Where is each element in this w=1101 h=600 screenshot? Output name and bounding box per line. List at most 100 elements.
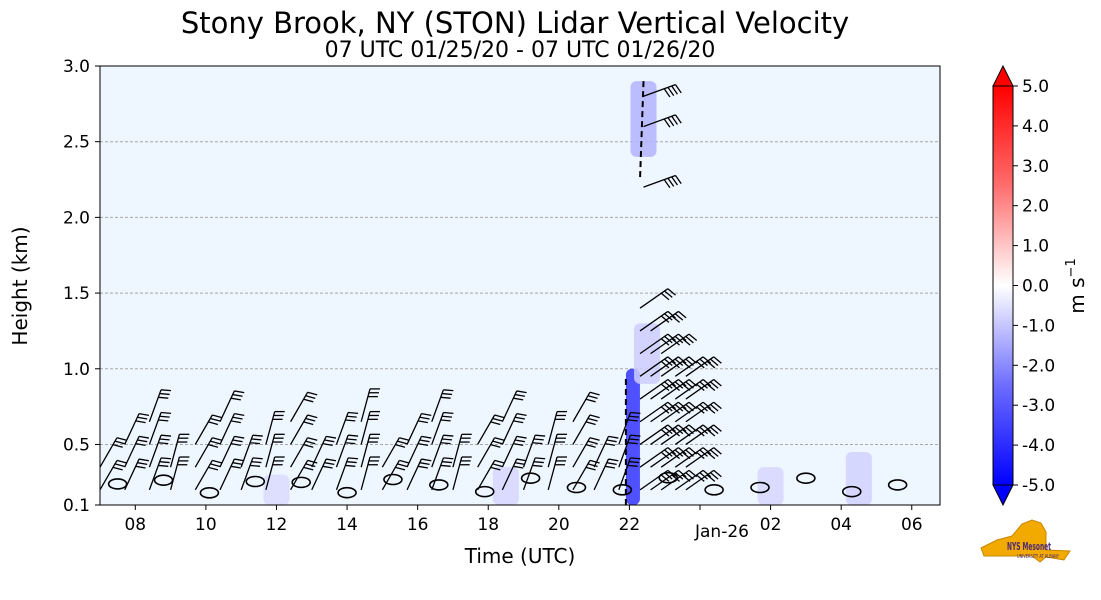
- wind-barb-flag: [322, 442, 333, 446]
- wind-barb-flag: [251, 438, 262, 441]
- wind-barb-flag: [348, 457, 359, 460]
- wind-barb-flag: [667, 310, 676, 319]
- wind-barb-flag: [232, 439, 243, 443]
- wind-barb-flag: [494, 437, 505, 441]
- wind-barb-flag: [667, 401, 676, 410]
- wind-barb-flag: [710, 472, 719, 480]
- wind-barb-staff: [124, 413, 140, 445]
- colorbar-tick-label: 5.0: [1022, 77, 1049, 97]
- wind-barb-flag: [660, 360, 670, 369]
- wind-barb-flag: [160, 434, 172, 437]
- wind-barb-flag: [492, 440, 503, 445]
- wind-barb-flag: [674, 381, 684, 389]
- wind-barb-flag: [116, 459, 127, 464]
- wind-barb-staff: [639, 424, 669, 445]
- wind-barb-flag: [326, 458, 337, 462]
- wind-barb-staff: [547, 411, 558, 445]
- wind-barb-flag: [210, 417, 221, 422]
- logo-text: NYS Mesonet: [1007, 540, 1051, 553]
- wind-barb-flag: [685, 335, 694, 344]
- wind-barb-flag: [713, 424, 722, 432]
- x-tick-label: 10: [195, 515, 217, 535]
- wind-barb-staff: [360, 388, 371, 422]
- wind-barb-flag: [158, 419, 169, 422]
- wind-barb-staff: [650, 379, 679, 400]
- wind-barb-staff: [148, 389, 162, 422]
- wind-barb-flag: [696, 360, 705, 369]
- y-tick-label: 1.0: [63, 360, 90, 380]
- nys-mesonet-logo: NYS Mesonet UNIVERSITY AT ALBANY: [980, 519, 1071, 563]
- wind-barb-flag: [667, 356, 676, 364]
- wind-barb-flag: [490, 466, 501, 471]
- contour-loop: [658, 471, 679, 484]
- contour-loop: [337, 486, 357, 499]
- wind-barb-flag: [674, 404, 684, 412]
- wind-barb-flag: [441, 415, 453, 418]
- wind-barb-flag: [516, 390, 527, 394]
- wind-barb-flag: [630, 434, 641, 437]
- wind-barb-flag: [664, 381, 673, 389]
- wind-barb-staff: [148, 457, 162, 491]
- wind-barb-staff: [660, 356, 690, 377]
- wind-barb-staff: [685, 424, 715, 445]
- wind-barb-staff: [290, 460, 309, 491]
- wind-barb-staff: [335, 457, 349, 491]
- wind-barb-staff: [501, 413, 518, 445]
- colorbar-label-exponent: −1: [1064, 258, 1079, 277]
- wind-barb-staff: [169, 456, 181, 491]
- wind-barb-flag: [663, 88, 671, 98]
- wind-barb-flag: [671, 406, 680, 414]
- wind-barb-staff: [674, 401, 704, 423]
- colorbar-tick-label: -3.0: [1022, 396, 1055, 416]
- wind-barb-staff: [593, 436, 610, 468]
- x-tick-label: 20: [548, 515, 570, 535]
- wind-barb-flag: [674, 175, 682, 185]
- wind-barb-flag: [230, 420, 241, 424]
- wind-barb-flag: [706, 429, 716, 437]
- contour-loop: [841, 485, 862, 498]
- x-tick-label: 16: [407, 515, 429, 535]
- wind-barb-flag: [138, 435, 150, 439]
- wind-barb-staff: [100, 437, 118, 468]
- wind-barb-staff: [643, 84, 676, 97]
- wind-barb-flag: [514, 416, 525, 420]
- wind-barb-flag: [441, 438, 453, 441]
- wind-barb-flag: [627, 419, 638, 422]
- wind-barb-flag: [663, 118, 671, 128]
- wind-barb-flag: [629, 461, 640, 464]
- wind-barb-staff: [674, 469, 704, 491]
- wind-barb-flag: [160, 411, 172, 415]
- wind-barb-flag: [208, 466, 219, 471]
- colorbar-tick-label: 4.0: [1022, 117, 1049, 137]
- wind-barb-flag: [608, 458, 619, 462]
- wind-barb-flag: [604, 442, 616, 446]
- x-axis-label: Time (UTC): [464, 544, 576, 568]
- wind-barb-staff: [685, 447, 715, 468]
- velocity-features: [263, 81, 872, 505]
- wind-barb-flag: [627, 442, 638, 445]
- wind-barb-staff: [406, 413, 423, 445]
- wind-barb-flag: [667, 424, 676, 432]
- wind-barb-flag: [135, 442, 146, 446]
- wind-barb-flag: [397, 463, 408, 468]
- wind-barb-staff: [381, 460, 400, 491]
- wind-barb-flag: [443, 389, 454, 392]
- wind-barb-flag: [443, 434, 454, 437]
- wind-barb-flag: [250, 442, 261, 445]
- wind-barb-flag: [660, 451, 670, 460]
- x-tick-label: 06: [901, 515, 923, 535]
- wind-barb-flag: [702, 447, 712, 455]
- wind-barb-flag: [345, 419, 356, 422]
- wind-barb-flag: [138, 412, 150, 417]
- wind-barb-flag: [702, 356, 712, 364]
- wind-barb-flag: [671, 338, 680, 346]
- wind-barb-staff: [335, 412, 349, 445]
- wind-barb-flag: [678, 379, 687, 387]
- wind-barb-staff: [618, 434, 632, 468]
- wind-barb-staff: [522, 457, 536, 491]
- wind-barb-flag: [307, 437, 318, 441]
- wind-barb-flag: [307, 459, 318, 464]
- contour-loop: [291, 476, 311, 489]
- wind-barb-flag: [234, 390, 245, 394]
- colorbar-ticks: 5.0 4.0 3.0 2.0 1.0 0.0 -1.0 -2.0 -3.0 -4.0 -5.0: [1013, 77, 1055, 496]
